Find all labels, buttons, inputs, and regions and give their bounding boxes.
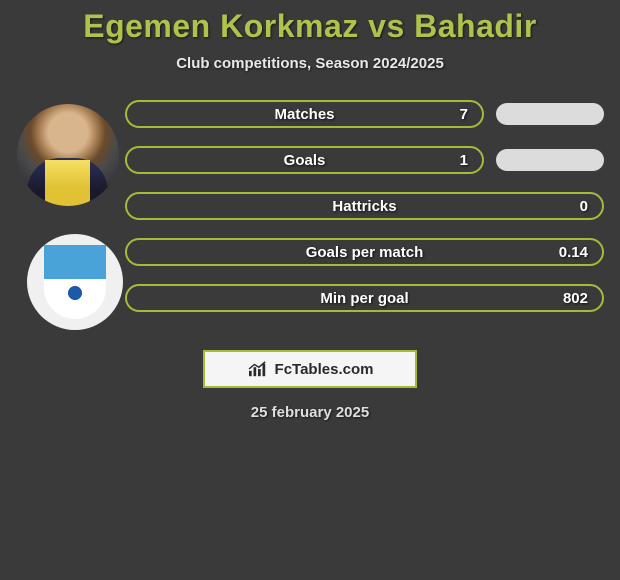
date-text: 25 february 2025 xyxy=(251,404,369,421)
stat-bar-right xyxy=(496,149,604,171)
stat-bar-left: Goals per match 0.14 xyxy=(125,238,604,266)
stat-row: Matches 7 xyxy=(125,100,604,128)
stat-label: Matches xyxy=(274,106,334,123)
content-area: Matches 7 Goals 1 Hattricks 0 Goals per match 0… xyxy=(0,100,620,330)
stats-bars: Matches 7 Goals 1 Hattricks 0 Goals per match 0… xyxy=(125,100,610,330)
stat-bar-left: Min per goal 802 xyxy=(125,284,604,312)
stat-bar-left: Hattricks 0 xyxy=(125,192,604,220)
avatar-column xyxy=(10,100,125,330)
stat-value: 0.14 xyxy=(559,244,588,261)
stat-bar-left: Matches 7 xyxy=(125,100,484,128)
stat-value: 0 xyxy=(580,198,588,215)
page-subtitle: Club competitions, Season 2024/2025 xyxy=(176,55,444,72)
comparison-card: Egemen Korkmaz vs Bahadir Club competiti… xyxy=(0,0,620,580)
stat-row: Goals per match 0.14 xyxy=(125,238,604,266)
player1-avatar xyxy=(17,104,119,206)
stat-bar-right xyxy=(496,103,604,125)
chart-icon xyxy=(247,360,269,378)
stat-label: Goals per match xyxy=(306,244,424,261)
stat-row: Min per goal 802 xyxy=(125,284,604,312)
player2-team-logo xyxy=(27,234,123,330)
page-title: Egemen Korkmaz vs Bahadir xyxy=(83,8,537,45)
stat-label: Hattricks xyxy=(332,198,396,215)
stat-label: Goals xyxy=(284,152,326,169)
stat-label: Min per goal xyxy=(320,290,408,307)
stat-row: Goals 1 xyxy=(125,146,604,174)
brand-text: FcTables.com xyxy=(275,361,374,378)
stat-value: 7 xyxy=(460,106,468,123)
shield-icon xyxy=(44,245,106,319)
stat-bar-left: Goals 1 xyxy=(125,146,484,174)
stat-value: 802 xyxy=(563,290,588,307)
stat-value: 1 xyxy=(460,152,468,169)
stat-row: Hattricks 0 xyxy=(125,192,604,220)
brand-badge[interactable]: FcTables.com xyxy=(203,350,417,388)
